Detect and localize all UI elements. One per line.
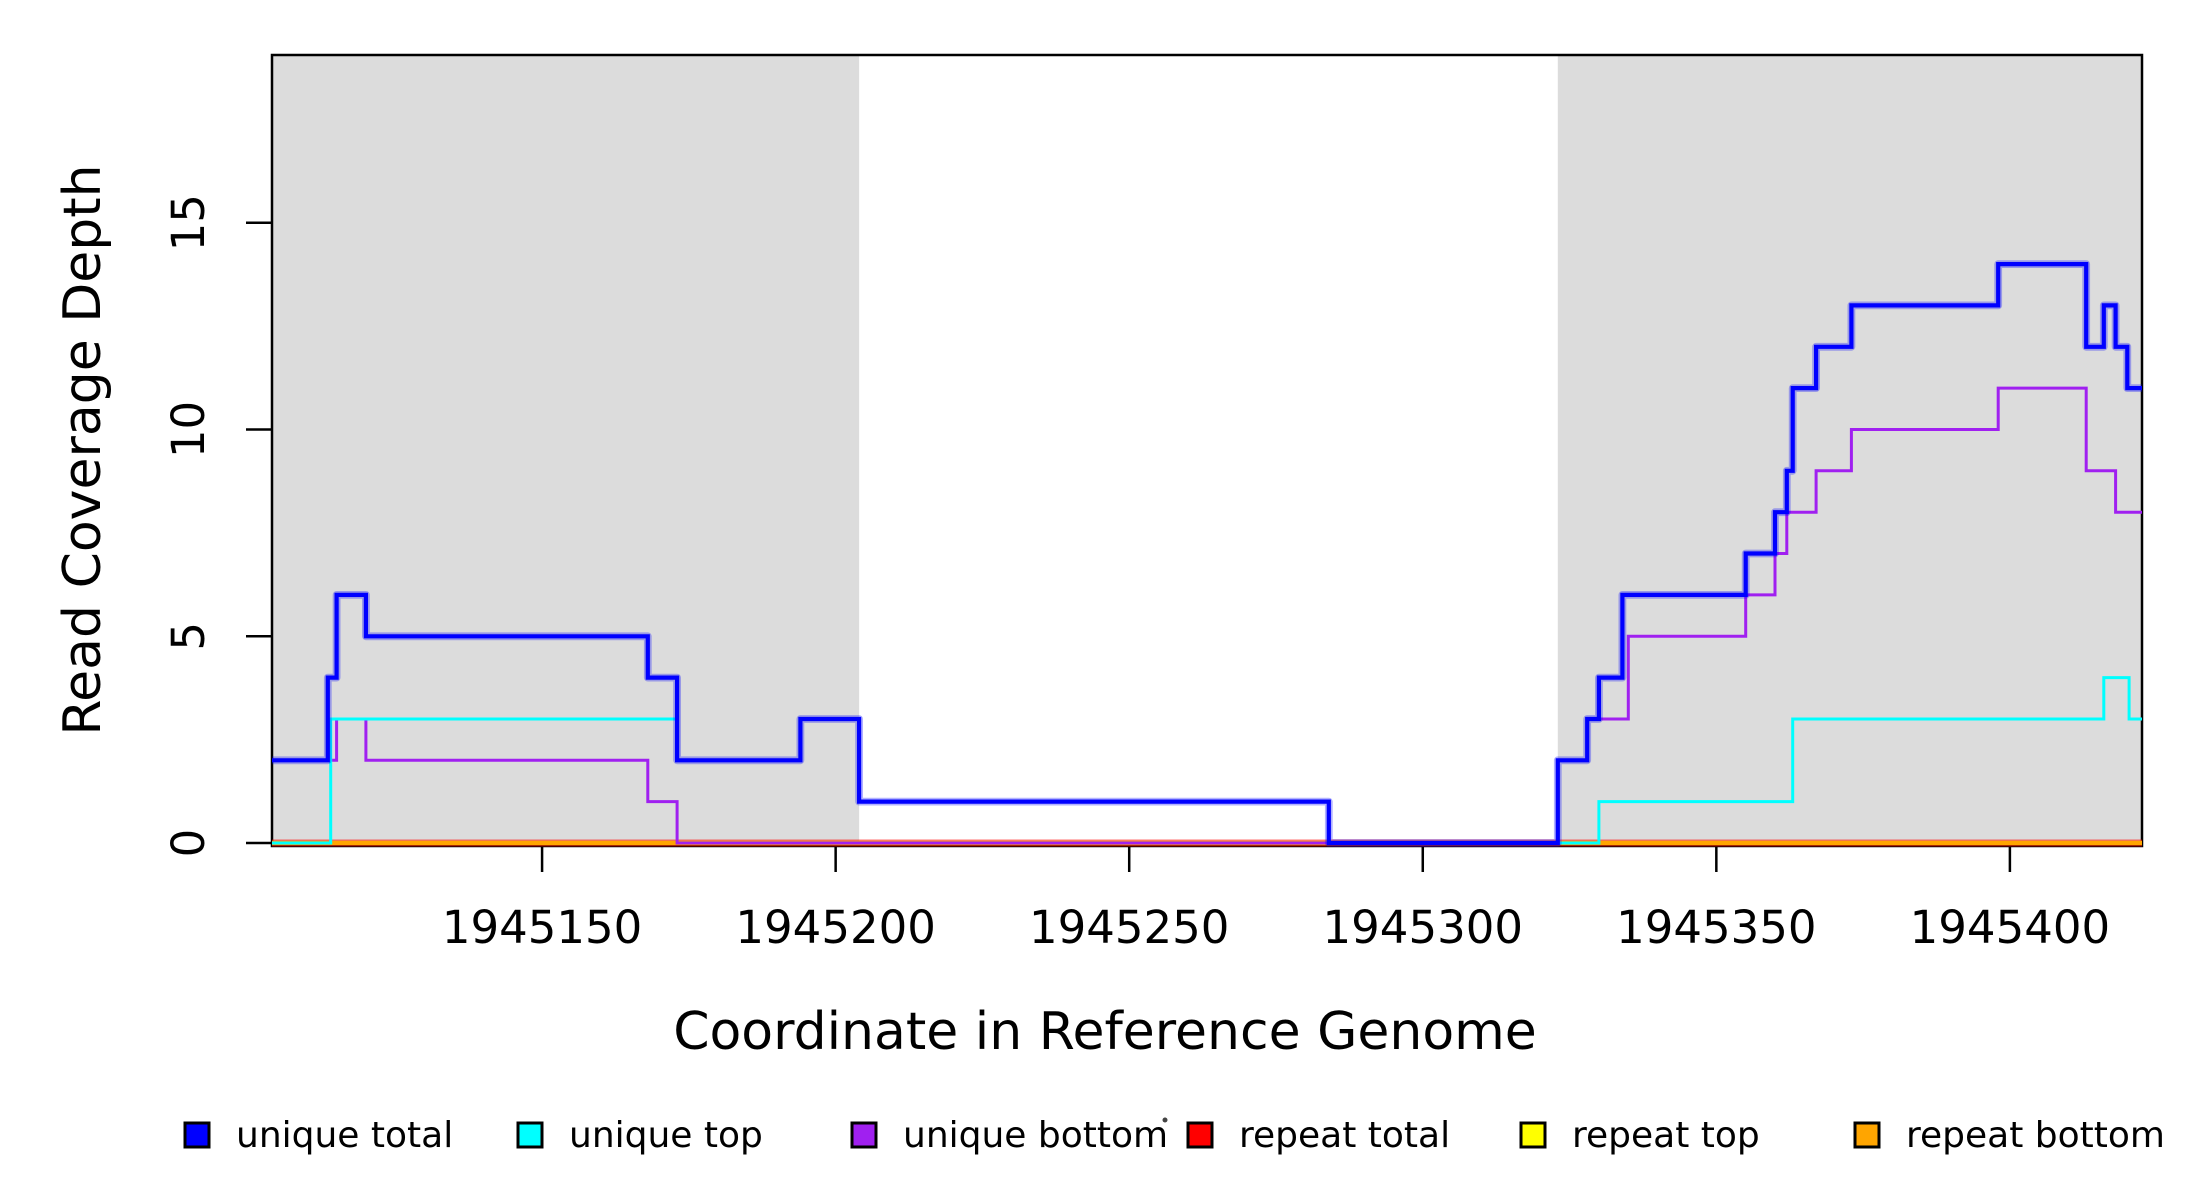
legend-swatch-unique_bottom (850, 1121, 878, 1149)
series-line-unique_bottom (272, 386, 2142, 845)
y-axis-title: Read Coverage Depth (53, 164, 113, 735)
x-axis: 1945150 1945200 1945250 1945300 1945350 19454… (442, 846, 2110, 954)
x-tick-label: 1945150 (442, 901, 642, 954)
legend-label-repeat_top: repeat top (1572, 1115, 1760, 1156)
series-lines (272, 260, 2142, 847)
y-tick-label: 15 (162, 194, 215, 251)
legend-swatch-unique_top (516, 1121, 544, 1149)
y-tick-label: 10 (162, 401, 215, 458)
legend-stray-dot (1162, 1117, 1168, 1123)
x-tick-label: 1945400 (1910, 901, 2110, 954)
shade-band (272, 56, 860, 845)
legend-label-unique_bottom: unique bottom (903, 1115, 1168, 1156)
x-tick-label: 1945300 (1323, 901, 1523, 954)
legend-label-repeat_bottom: repeat bottom (1906, 1115, 2165, 1156)
x-axis-title: Coordinate in Reference Genome (673, 1002, 1537, 1062)
legend-label-unique_top: unique top (569, 1115, 763, 1156)
y-tick-label: 0 (162, 829, 215, 858)
legend-swatch-repeat_top (1519, 1121, 1547, 1149)
legend: unique total unique top unique bottom repea… (183, 1115, 2165, 1156)
shaded-regions (272, 56, 2142, 845)
legend-swatch-unique_total (183, 1121, 211, 1149)
y-axis: 0 5 10 15 (162, 194, 272, 857)
x-tick-label: 1945200 (735, 901, 935, 954)
series-line-unique_total (272, 262, 2142, 846)
legend-swatch-repeat_total (1186, 1121, 1214, 1149)
x-tick-label: 1945250 (1029, 901, 1229, 954)
y-tick-label: 5 (162, 622, 215, 651)
legend-label-unique_total: unique total (236, 1115, 453, 1156)
x-tick-label: 1945350 (1616, 901, 1816, 954)
legend-label-repeat_total: repeat total (1239, 1115, 1450, 1156)
legend-swatch-repeat_bottom (1853, 1121, 1881, 1149)
